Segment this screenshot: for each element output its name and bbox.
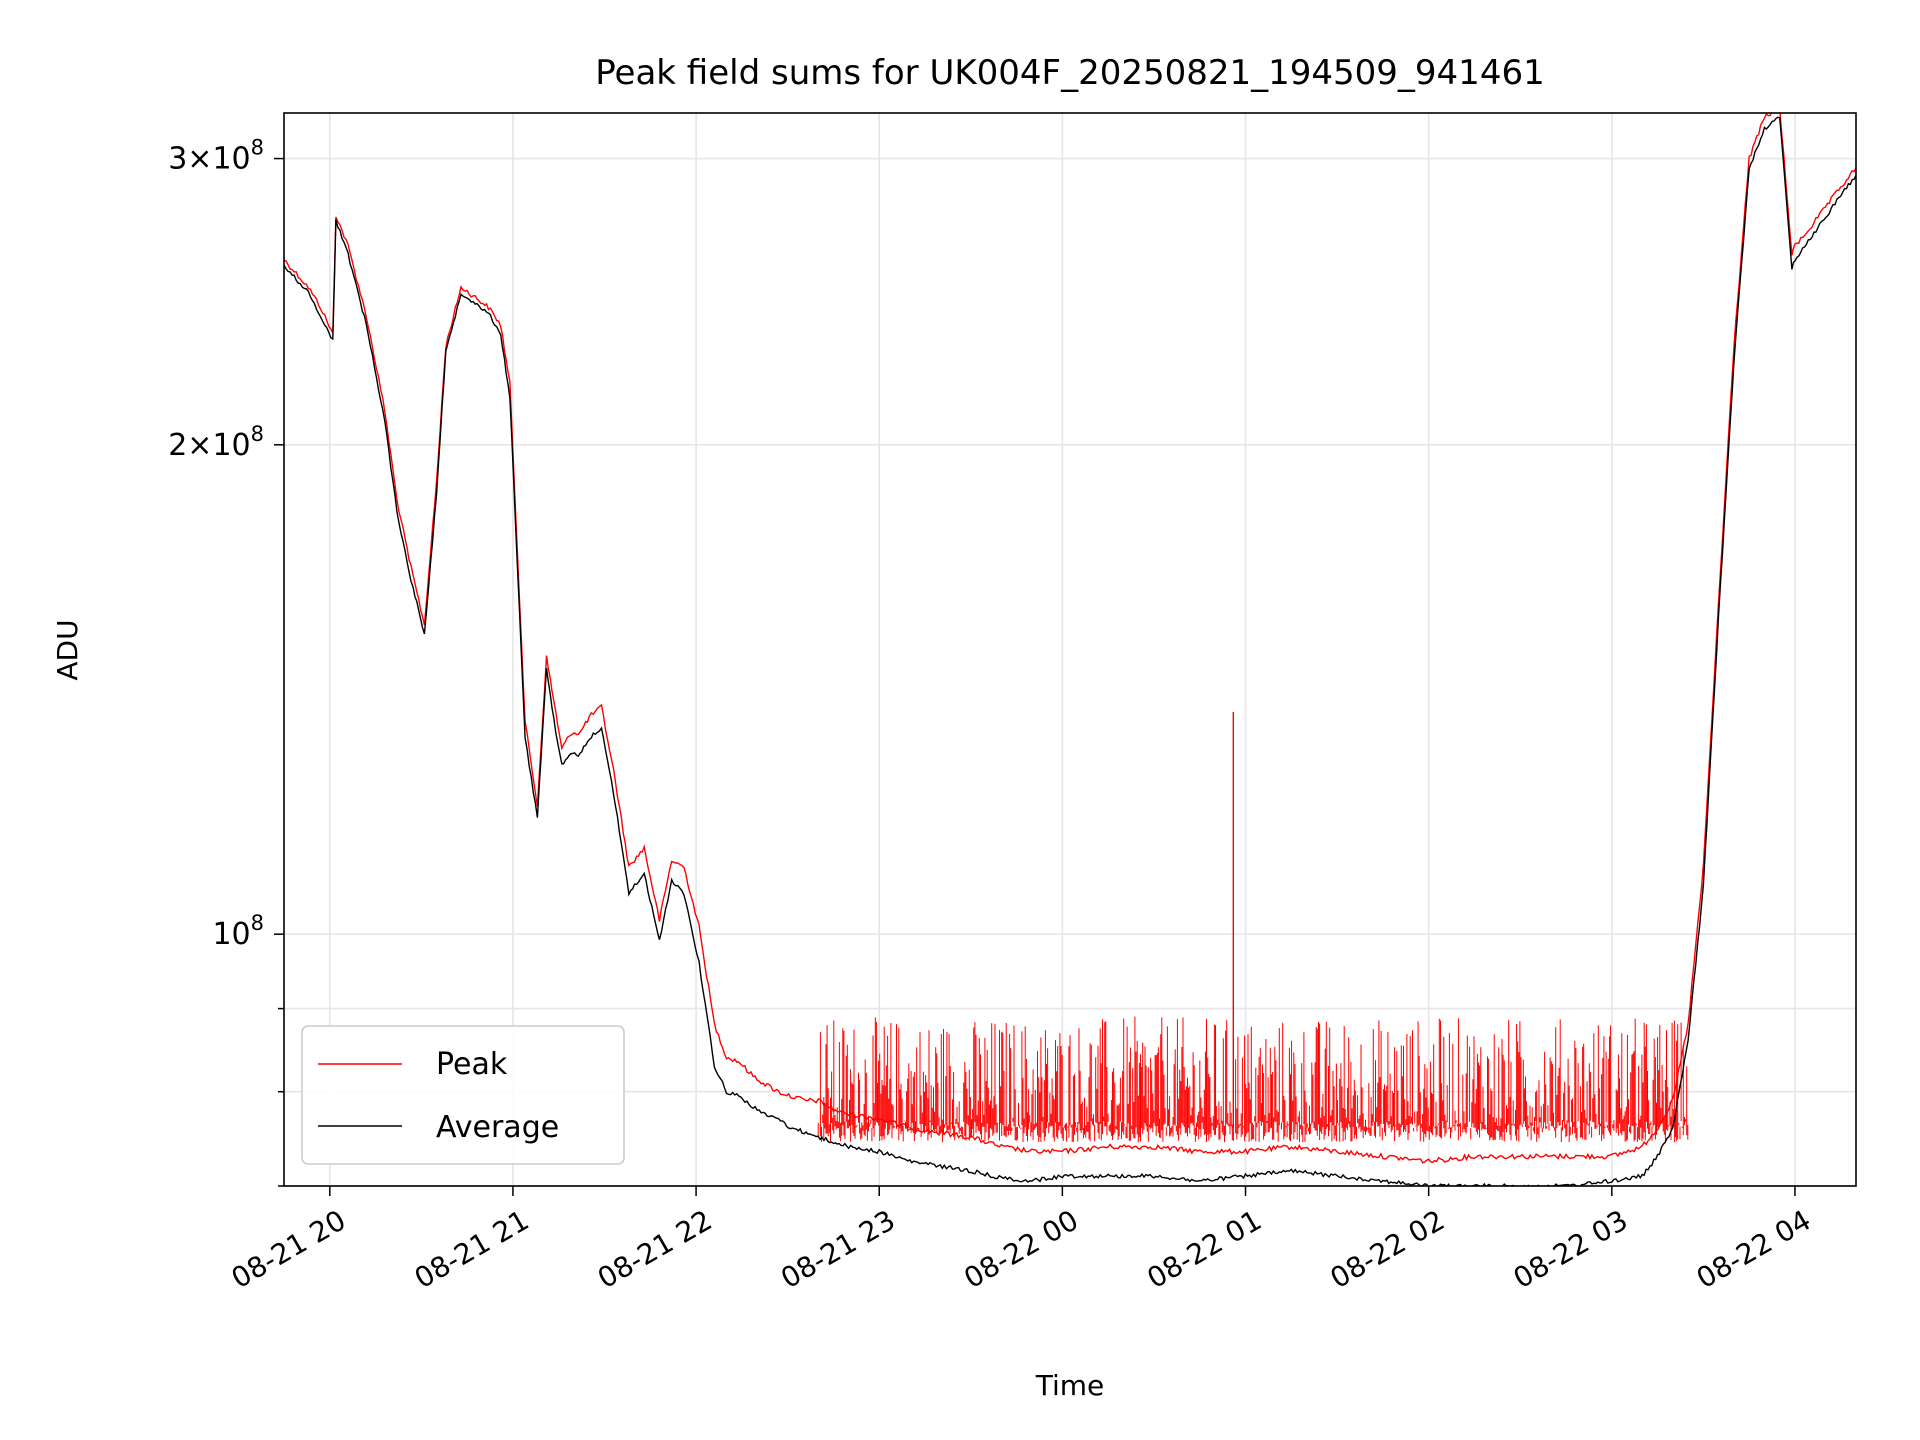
series-layer [284, 113, 1856, 1186]
series-line-peak [284, 113, 1856, 1164]
plot-area [284, 113, 1856, 1186]
y-tick-label: 2×108 [168, 422, 264, 463]
y-axis-label: ADU [51, 619, 84, 680]
legend-label-average: Average [436, 1110, 559, 1145]
x-axis-label: Time [1035, 1369, 1105, 1402]
legend-box [301, 1025, 625, 1165]
series-line-average [284, 116, 1856, 1186]
legend-label-peak: Peak [436, 1047, 508, 1082]
y-axis: 108 2×108 3×108 [168, 136, 284, 1187]
peak-noise-spikes [817, 1016, 1689, 1143]
legend: Peak Average [301, 1025, 625, 1165]
chart-title: Peak field sums for UK004F_20250821_1945… [595, 53, 1544, 93]
y-tick-label: 108 [212, 911, 264, 952]
y-tick-label: 3×108 [168, 136, 264, 177]
plot-frame [283, 112, 1857, 1187]
